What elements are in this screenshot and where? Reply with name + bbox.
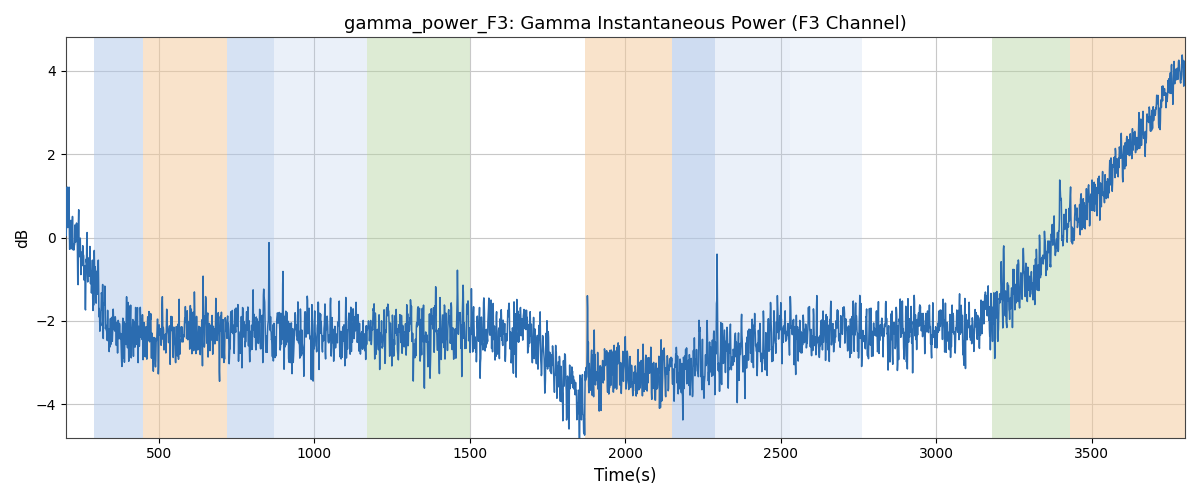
Bar — [274, 38, 367, 438]
Y-axis label: dB: dB — [16, 228, 30, 248]
Title: gamma_power_F3: Gamma Instantaneous Power (F3 Channel): gamma_power_F3: Gamma Instantaneous Powe… — [344, 15, 907, 34]
X-axis label: Time(s): Time(s) — [594, 467, 656, 485]
Bar — [715, 38, 790, 438]
Bar — [992, 38, 1070, 438]
Bar — [1070, 38, 1184, 438]
Bar — [94, 38, 143, 438]
Bar — [367, 38, 470, 438]
Bar — [227, 38, 274, 438]
Bar — [672, 38, 715, 438]
Bar — [584, 38, 672, 438]
Bar — [790, 38, 862, 438]
Bar — [143, 38, 227, 438]
